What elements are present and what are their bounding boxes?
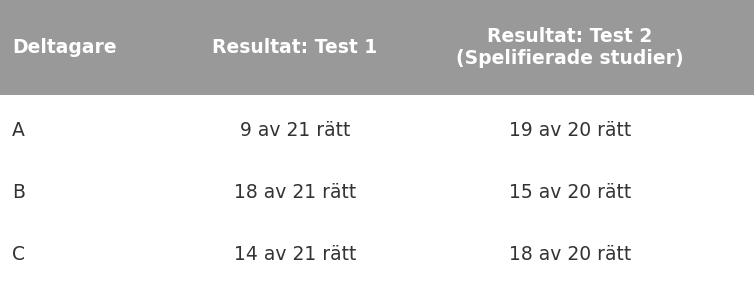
Text: 18 av 20 rätt: 18 av 20 rätt [509, 246, 631, 264]
Text: Deltagare: Deltagare [12, 38, 117, 57]
Text: 18 av 21 rätt: 18 av 21 rätt [234, 184, 356, 202]
Text: 19 av 20 rätt: 19 av 20 rätt [509, 122, 631, 140]
Text: A: A [12, 122, 25, 140]
Text: Resultat: Test 1: Resultat: Test 1 [213, 38, 378, 57]
Text: 15 av 20 rätt: 15 av 20 rätt [509, 184, 631, 202]
Text: Resultat: Test 2
(Spelifierade studier): Resultat: Test 2 (Spelifierade studier) [456, 27, 684, 68]
Text: 14 av 21 rätt: 14 av 21 rätt [234, 246, 356, 264]
Bar [0, 0, 754, 95]
Text: B: B [12, 184, 25, 202]
Text: 9 av 21 rätt: 9 av 21 rätt [240, 122, 350, 140]
Text: C: C [12, 246, 25, 264]
